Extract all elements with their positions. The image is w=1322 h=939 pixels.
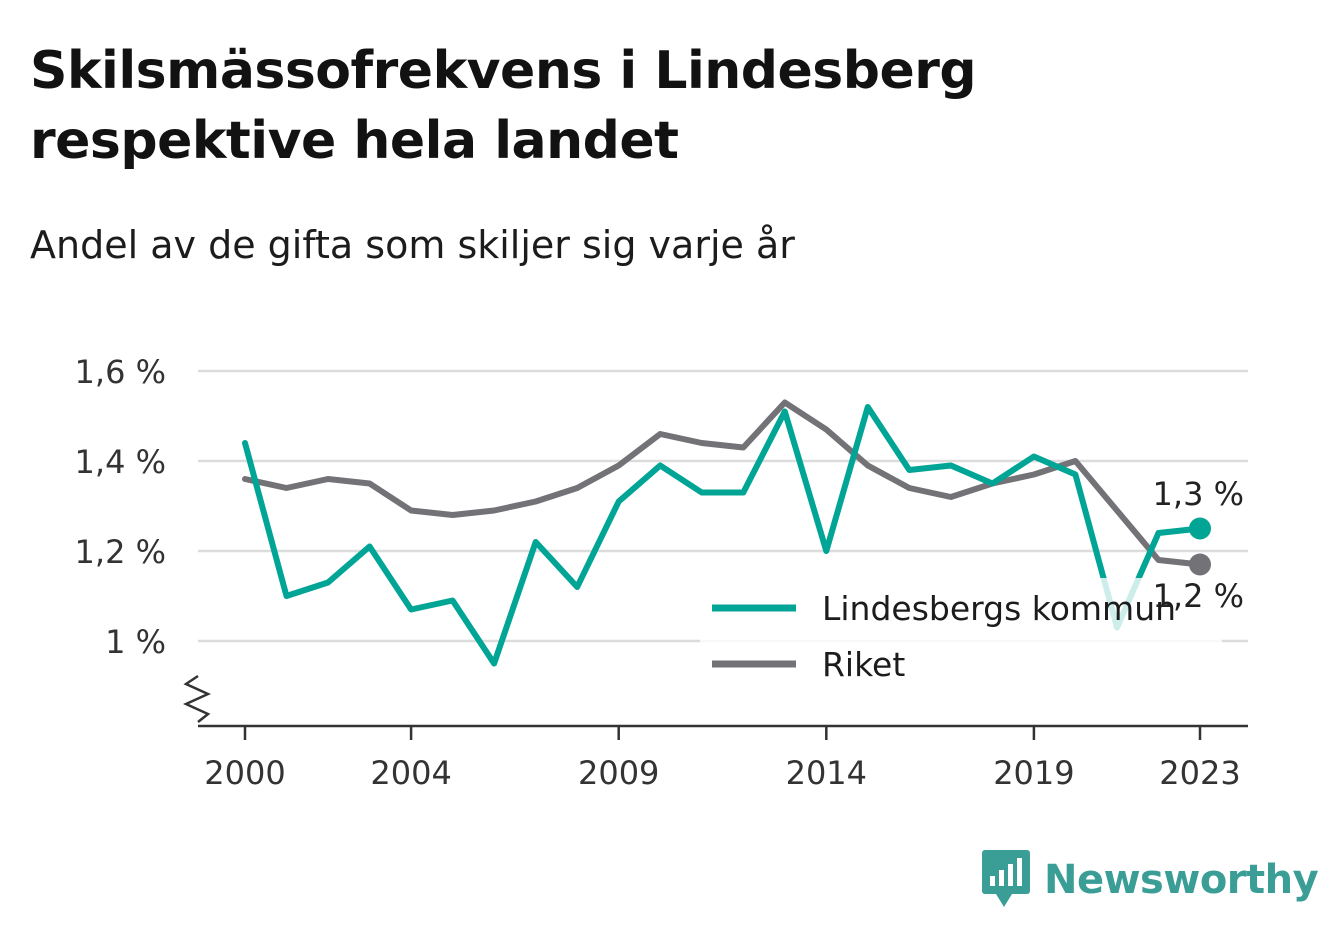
legend-label: Riket (822, 645, 905, 684)
y-axis-ticks: 1 % 1,2 % 1,4 % 1,6 % (75, 353, 166, 661)
y-tick-label: 1 % (105, 623, 166, 661)
series-line (242, 399, 1203, 568)
y-tick-label: 1,4 % (75, 443, 166, 481)
end-label: 1,2 % (1153, 577, 1244, 615)
x-tick-label: 2019 (993, 754, 1074, 792)
y-tick-label: 1,2 % (75, 533, 166, 571)
y-tick-label: 1,6 % (75, 353, 166, 391)
legend: Lindesbergs kommun Riket (700, 578, 1222, 698)
end-labels: 1,3 % 1,2 % (1153, 475, 1244, 615)
newsworthy-brand: Newsworthy (982, 850, 1319, 910)
series-end-marker (1189, 553, 1211, 576)
x-tick-label: 2014 (786, 754, 867, 792)
x-tick-label: 2023 (1159, 754, 1240, 792)
brand-name: Newsworthy (1044, 857, 1319, 903)
series-line (242, 404, 1203, 667)
series-lines (242, 399, 1211, 667)
x-tick-label: 2000 (204, 754, 285, 792)
legend-box (700, 578, 1222, 698)
series-end-marker (1189, 517, 1211, 540)
axis-break-marker (182, 674, 212, 723)
x-axis-ticks: 2000 2004 2009 2014 2019 2023 (204, 726, 1241, 792)
chart-subtitle: Andel av de gifta som skiljer sig varje … (30, 223, 795, 267)
x-tick-label: 2009 (578, 754, 659, 792)
x-tick-label: 2004 (370, 754, 451, 792)
chart-title: Skilsmässofrekvens i Lindesberg respekti… (30, 41, 977, 171)
newsworthy-logo-icon (982, 850, 1030, 907)
legend-label: Lindesbergs kommun (822, 589, 1176, 628)
x-axis (182, 674, 1248, 728)
end-label: 1,3 % (1153, 475, 1244, 513)
